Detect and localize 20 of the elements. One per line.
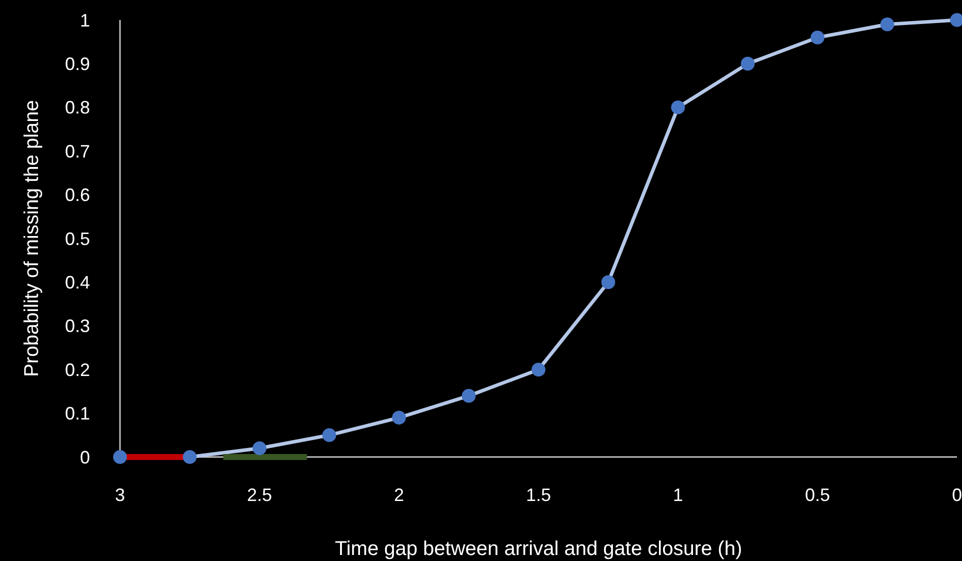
y-tick-label: 0.5 [64, 228, 90, 249]
y-tick-label: 0.4 [64, 272, 90, 292]
x-tick-label: 1 [672, 485, 684, 505]
y-tick-label: 0.3 [64, 316, 90, 336]
y-tick-label: 0.8 [64, 98, 90, 118]
y-tick-label: 0.9 [64, 54, 90, 74]
y-axis-title: Probability of missing the plane [21, 100, 43, 377]
x-tick-label: 1.5 [526, 485, 552, 505]
y-tick-label: 0.6 [64, 185, 90, 206]
x-tick-label: 0 [952, 485, 962, 505]
x-tick-label: 3 [114, 485, 126, 505]
y-tick-label: 1 [80, 10, 90, 30]
x-axis-title: Time gap between arrival and gate closure (h) [334, 538, 742, 560]
y-tick-label: 0.1 [64, 404, 90, 424]
y-tick-label: 0.7 [64, 141, 90, 162]
x-tick-label: 0.5 [804, 485, 830, 505]
x-tick-label: 2.5 [246, 485, 272, 505]
x-tick-label: 2 [394, 485, 404, 505]
y-tick-label: 0.2 [64, 360, 90, 380]
y-tick-label: 0 [80, 447, 90, 468]
